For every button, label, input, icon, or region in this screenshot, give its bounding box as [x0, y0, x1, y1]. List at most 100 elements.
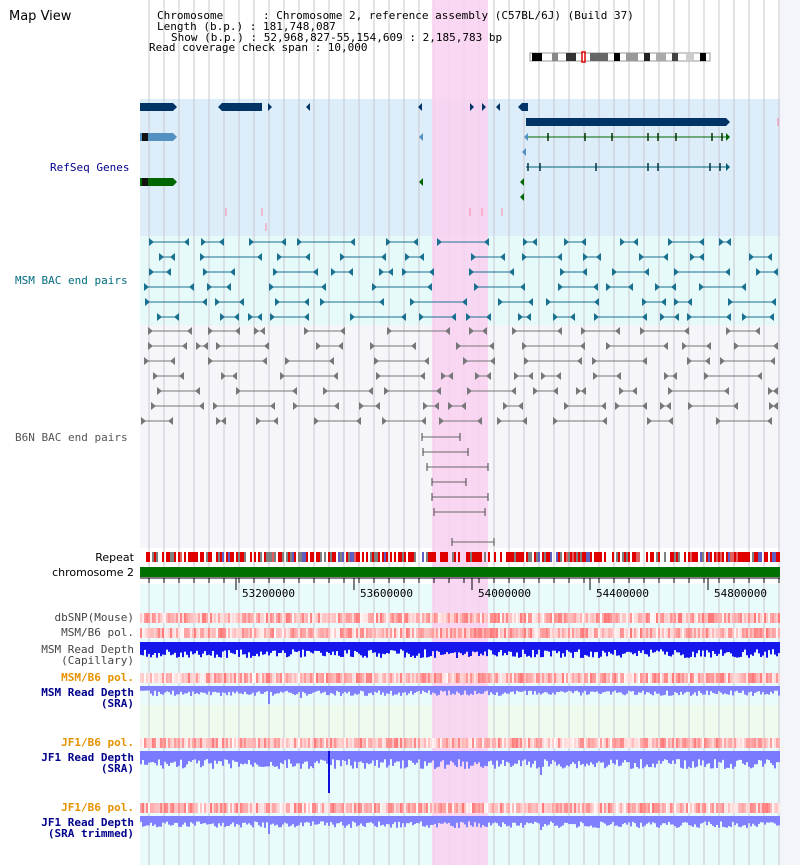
bac-end-pair [208, 327, 240, 335]
polymorphism-heat-tracks[interactable] [140, 613, 780, 813]
chromosome-info: Chromosome : Chromosome 2, reference ass… [157, 9, 634, 22]
bac-end-pair [200, 253, 262, 261]
bac-end-pair [734, 342, 778, 350]
track-label-msm-depth-capillary[interactable]: MSM Read Depth (Capillary) [41, 643, 134, 667]
bac-end-pair [558, 283, 598, 291]
length-info: Length (b.p.) : 181,748,087 [157, 20, 336, 33]
bac-end-pair [553, 313, 575, 321]
bac-end-pair [664, 372, 677, 380]
msm-bac-features[interactable] [144, 238, 778, 321]
bac-end-pair [141, 417, 173, 425]
track-label-jf1-b6-pol-2[interactable]: JF1/B6 pol. [61, 801, 134, 814]
bac-end-pair [213, 402, 275, 410]
bac-end-pair [612, 268, 649, 276]
read-depth-tracks[interactable] [140, 642, 780, 834]
bac-end-pair [533, 387, 558, 395]
bac-end-pair [514, 372, 533, 380]
bac-end-pair [249, 238, 286, 246]
bac-end-pair [518, 313, 531, 321]
bac-end-pair [426, 463, 489, 471]
bac-end-pair [522, 253, 562, 261]
heat-row [140, 673, 780, 683]
bac-end-pair [386, 238, 418, 246]
bac-end-pair [379, 268, 393, 276]
bac-end-pair [437, 238, 489, 246]
bac-end-pair [564, 238, 586, 246]
bac-end-pair [593, 372, 621, 380]
bac-end-pair [275, 298, 309, 306]
track-label-msm-b6-pol-sra[interactable]: MSM/B6 pol. [61, 671, 134, 684]
bac-end-pair [405, 253, 424, 261]
bac-end-pair [151, 402, 204, 410]
bac-end-pair [448, 402, 466, 410]
heat-row [140, 738, 780, 748]
track-label-dbsnp[interactable]: dbSNP(Mouse) [54, 611, 134, 624]
bac-end-pair [769, 402, 778, 410]
highlight-region[interactable] [432, 0, 488, 865]
bac-end-pair [619, 387, 637, 395]
track-label-msm-depth-sra[interactable]: MSM Read Depth (SRA) [41, 686, 134, 710]
bac-end-pair [466, 313, 491, 321]
depth-row [140, 686, 780, 704]
bac-end-pair [331, 268, 353, 276]
track-label-msm-bac[interactable]: MSM BAC end pairs [15, 274, 128, 287]
bac-end-pair [144, 283, 194, 291]
depth-row [140, 642, 780, 658]
bac-end-pair [716, 417, 772, 425]
show-range-info: Show (b.p.) : 52,968,827-55,154,609 : 2,… [171, 31, 503, 44]
bac-end-pair [216, 417, 226, 425]
bac-end-pair [277, 253, 310, 261]
bac-end-pair [340, 253, 386, 261]
track-label-refseq[interactable]: RefSeq Genes [50, 161, 130, 174]
heat-row [140, 613, 780, 623]
axis-tick-label: 54400000 [596, 587, 649, 600]
bac-end-pair [553, 417, 607, 425]
track-label-msm-b6-pol[interactable]: MSM/B6 pol. [61, 626, 134, 639]
bac-end-pair [475, 372, 491, 380]
track-label-jf1-b6-pol[interactable]: JF1/B6 pol. [61, 736, 134, 749]
bac-end-pair [236, 387, 297, 395]
bac-end-pair [421, 433, 461, 441]
bac-end-pair [756, 268, 778, 276]
refseq-genes[interactable] [140, 103, 779, 231]
track-label-jf1-depth-sra[interactable]: JF1 Read Depth (SRA) [41, 751, 134, 775]
chromosome-bar[interactable] [140, 567, 780, 577]
depth-row [140, 816, 780, 834]
bac-end-pair [463, 357, 495, 365]
bac-end-pair [581, 327, 620, 335]
bac-end-pair [674, 298, 692, 306]
repeat-track[interactable] [146, 552, 780, 562]
bac-end-pair [749, 253, 772, 261]
bac-end-pair [387, 327, 450, 335]
bac-end-pair [456, 342, 494, 350]
bac-end-pair [374, 357, 429, 365]
track-label-b6n-bac[interactable]: B6N BAC end pairs [15, 431, 128, 444]
bac-end-pair [376, 372, 425, 380]
bac-end-pair [564, 402, 606, 410]
track-label-jf1-depth-trimmed[interactable]: JF1 Read Depth (SRA trimmed) [41, 816, 134, 840]
bac-end-pair [216, 342, 269, 350]
bac-end-pair [474, 283, 525, 291]
bac-end-pair [196, 342, 208, 350]
bac-end-pair [560, 268, 587, 276]
bac-end-pair [594, 313, 647, 321]
bac-end-pair [144, 357, 175, 365]
bac-end-pair [384, 387, 441, 395]
bac-end-pair [422, 448, 469, 456]
bac-end-pair [221, 372, 237, 380]
track-label-repeat[interactable]: Repeat [95, 551, 134, 564]
bac-end-pair [523, 238, 537, 246]
bac-end-pair [314, 417, 361, 425]
chromosome-ideogram[interactable] [529, 51, 711, 63]
bac-end-pair [768, 387, 778, 395]
bac-end-pair [220, 313, 239, 321]
bac-end-pair [370, 342, 416, 350]
bac-end-pair [606, 283, 633, 291]
bac-end-pair [433, 508, 486, 516]
bac-end-pair [323, 387, 373, 395]
bac-end-pair [660, 402, 671, 410]
b6n-bac-features[interactable] [141, 327, 778, 546]
bac-end-pair [431, 478, 467, 486]
